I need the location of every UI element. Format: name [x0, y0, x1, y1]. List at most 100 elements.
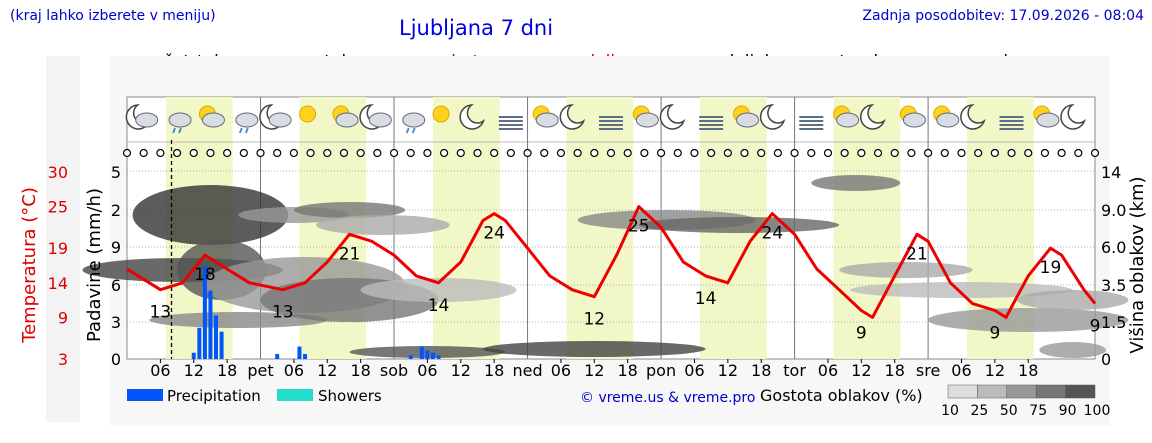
wind-calm-marker [389, 148, 399, 158]
temp-tick-label: 25 [48, 198, 68, 217]
moon-shape [860, 104, 886, 130]
precip-axis-title: Padavine (mm/h) [84, 188, 105, 342]
day-axis-label: sre [916, 361, 940, 380]
sun-cloud-icon [332, 105, 359, 128]
cloud-density-patch [316, 215, 450, 235]
wind-calm-marker [623, 148, 632, 158]
hour-tick-label: 18 [484, 361, 504, 380]
wind-calm-marker [606, 148, 616, 158]
day-axis-label: pet [247, 361, 273, 380]
wind-calm-marker [523, 148, 532, 158]
cloud-density-patch [1039, 342, 1107, 358]
cloud-cover-tick: 90 [1059, 403, 1077, 419]
wind-calm-marker [323, 148, 332, 158]
precip-tick-label: 3 [111, 313, 121, 332]
wind-calm-marker [423, 148, 432, 158]
wind-calm-marker [473, 148, 482, 158]
temperature-label: 9 [989, 324, 1000, 344]
hour-tick-label: 06 [951, 361, 971, 380]
sun-cloud-icon [198, 105, 225, 128]
sun-disc [432, 105, 450, 123]
precip-bar [202, 265, 207, 359]
wind-calm-marker [740, 148, 749, 158]
cloud-cover-swatch [947, 384, 978, 399]
cloud-density-patch [293, 202, 406, 218]
wind-calm-marker [757, 148, 766, 158]
precip-bar [214, 315, 219, 359]
wind-calm-marker [990, 148, 999, 158]
cloud-height-tick-label: 0 [1101, 350, 1111, 369]
hour-tick-label: 12 [184, 361, 204, 380]
wind-calm-marker [490, 148, 499, 158]
wind-calm-marker [506, 148, 515, 158]
hour-tick-label: 06 [417, 361, 437, 380]
cloud-height-tick-label: 9.0 [1101, 201, 1126, 220]
day-axis-label: ned [512, 361, 542, 380]
moon-icon [459, 104, 486, 130]
temperature-label: 14 [428, 296, 450, 316]
precip-bar [430, 352, 435, 359]
cloud-height-tick-label: 1.5 [1101, 313, 1126, 332]
rain-cloud-icon [402, 112, 426, 134]
cloud-cover-title: Gostota oblakov (%) [760, 386, 923, 405]
hour-tick-label: 18 [885, 361, 905, 380]
wind-calm-marker [890, 148, 899, 158]
fog-icon [699, 116, 724, 130]
wind-calm-marker [239, 148, 248, 158]
wind-calm-marker [1007, 148, 1016, 158]
day-axis-label: sob [380, 361, 408, 380]
cloud-cover-swatch [1006, 384, 1037, 399]
cloud-density-patch [811, 175, 901, 191]
cloud-density-patch [638, 217, 840, 233]
precip-tick-label: 9 [111, 238, 121, 257]
temperature-label: 24 [483, 224, 505, 244]
cloud-cover-tick: 50 [1000, 403, 1018, 419]
moon-icon [759, 104, 786, 130]
day-axis-label: pon [646, 361, 676, 380]
wind-calm-marker [1090, 148, 1100, 158]
sun-cloud-icon [733, 105, 760, 128]
location-hint[interactable]: (kraj lahko izberete v meniju) [10, 8, 216, 24]
wind-calm-marker [440, 148, 449, 158]
cloud-shape [535, 112, 559, 128]
temperature-label: 25 [628, 217, 650, 237]
wind-calm-marker [189, 148, 198, 158]
temperature-label: 13 [150, 303, 172, 323]
cloud-shape [368, 112, 392, 128]
moon-icon [659, 104, 686, 130]
cloud-shape [168, 112, 192, 128]
daytime-band [833, 97, 901, 359]
moon-icon [1060, 104, 1086, 130]
fog-icon [498, 116, 523, 130]
sun-cloud-icon [833, 105, 860, 128]
wind-calm-marker [456, 148, 465, 158]
cloud-shape [1036, 112, 1060, 128]
cloud-density-patch [149, 312, 328, 328]
credit-link: © vreme.us & vreme.pro [580, 390, 755, 406]
precip-tick-label: 6 [111, 276, 121, 295]
sun-cloud-icon [933, 105, 960, 128]
wind-calm-marker [406, 148, 415, 158]
moon-shape [459, 104, 486, 130]
sun-icon [299, 105, 317, 123]
temp-tick-label: 3 [58, 350, 68, 369]
wind-calm-marker [256, 148, 265, 158]
temperature-line [126, 205, 1097, 319]
precip-bar [197, 327, 202, 359]
hour-tick-label: 18 [217, 361, 237, 380]
cloud-density-patch [483, 341, 706, 357]
precip-bar [208, 290, 213, 359]
cloud-shape [235, 112, 259, 128]
moon-shape [759, 104, 786, 130]
temperature-label: 24 [762, 224, 784, 244]
wind-calm-marker [707, 148, 716, 158]
cloud-cover-swatch [1065, 384, 1096, 399]
precip-bar [275, 354, 280, 359]
fog-icon [999, 116, 1024, 130]
sun-cloud-icon [1033, 105, 1060, 128]
rain-cloud-icon [168, 112, 192, 134]
cloud-shape [635, 112, 659, 128]
wind-calm-marker [306, 148, 315, 158]
hour-tick-label: 18 [618, 361, 638, 380]
hour-tick-label: 12 [451, 361, 471, 380]
